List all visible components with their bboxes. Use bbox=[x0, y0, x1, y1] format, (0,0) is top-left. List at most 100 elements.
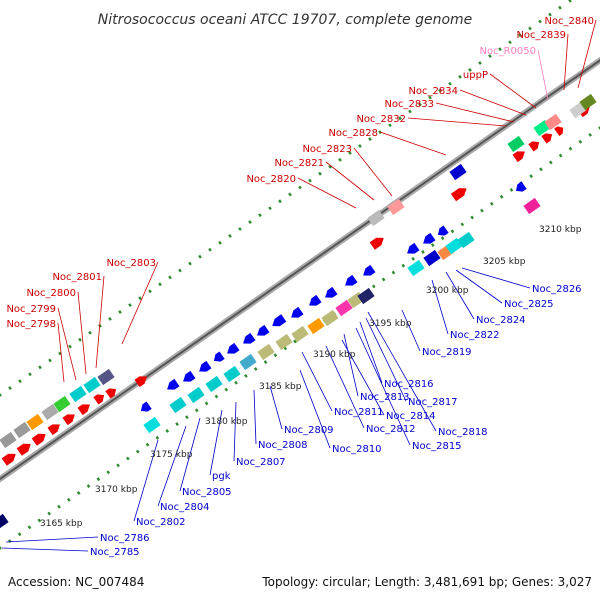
forward-gene-box bbox=[507, 135, 525, 153]
ruler-dot bbox=[548, 160, 553, 165]
ruler-dot bbox=[468, 67, 472, 72]
ruler-dot bbox=[7, 539, 12, 544]
ruler-dot bbox=[168, 275, 172, 280]
label-leader-line bbox=[325, 345, 365, 429]
label-leader-line bbox=[299, 369, 331, 449]
gene-label: Noc_2818 bbox=[438, 427, 488, 438]
ruler-dot bbox=[106, 470, 111, 475]
forward-gene-box bbox=[0, 431, 17, 449]
ruler-dot bbox=[67, 497, 71, 502]
ruler-dot bbox=[401, 263, 406, 268]
reverse-gene-arrow bbox=[437, 225, 449, 236]
label-leader-line bbox=[461, 267, 531, 289]
gene-label: Noc_2832 bbox=[356, 114, 406, 125]
gene-label: Noc_2822 bbox=[450, 330, 500, 341]
gene-label: Noc_2821 bbox=[274, 158, 324, 169]
forward-gene-box bbox=[387, 198, 405, 216]
ruler-dot bbox=[96, 477, 101, 482]
tick-label: 3200 kbp bbox=[426, 286, 469, 296]
ruler-dot bbox=[388, 123, 392, 128]
gene-label: Noc_2810 bbox=[332, 444, 382, 455]
gene-label: pgk bbox=[212, 471, 231, 482]
reverse-gene-arrow bbox=[272, 314, 287, 327]
reverse-gene-arrow bbox=[243, 332, 256, 344]
label-leader-line bbox=[297, 177, 357, 209]
reverse-gene-arrow bbox=[227, 342, 240, 354]
forward-gene-arrow bbox=[1, 453, 16, 466]
gene-label: Noc_2807 bbox=[236, 457, 286, 468]
reverse-gene-arrow bbox=[407, 242, 420, 254]
reverse-gene-arrow bbox=[257, 324, 270, 336]
forward-gene-arrow bbox=[369, 237, 384, 250]
ruler-dot bbox=[204, 401, 209, 406]
summary-text: Topology: circular; Length: 3,481,691 bp… bbox=[261, 575, 592, 589]
reverse-gene-box bbox=[0, 513, 9, 531]
label-leader-line bbox=[1, 547, 89, 552]
gene-label: Noc_2809 bbox=[284, 425, 334, 436]
reverse-gene-box bbox=[357, 287, 375, 305]
features bbox=[0, 93, 597, 531]
gene-label: Noc_2828 bbox=[328, 128, 378, 139]
reverse-gene-box bbox=[407, 259, 425, 277]
reverse-gene-arrow bbox=[213, 351, 225, 362]
forward-gene-arrow bbox=[450, 188, 467, 202]
gene-label: Noc_2820 bbox=[246, 174, 296, 185]
gene-label: Noc_2800 bbox=[26, 288, 76, 299]
forward-gene-box bbox=[26, 413, 44, 431]
reverse-gene-arrow bbox=[140, 401, 152, 412]
ruler-dot bbox=[368, 137, 372, 142]
gene-label: Noc_2786 bbox=[100, 533, 150, 544]
ruler-dot bbox=[8, 386, 12, 391]
ruler-dot bbox=[27, 525, 32, 530]
ruler-dot bbox=[273, 353, 278, 358]
ruler-dot bbox=[328, 164, 332, 169]
reverse-gene-arrow bbox=[423, 232, 436, 244]
tick-labels: 3165 kbp 3170 kbp 3175 kbp 3180 kbp 3185 kbp… bbox=[40, 225, 582, 529]
ruler-dot bbox=[148, 289, 152, 294]
ruler-dot bbox=[198, 254, 202, 259]
gene-label: Noc_2817 bbox=[408, 397, 458, 408]
ruler-dot bbox=[458, 74, 462, 79]
ruler-dot bbox=[568, 0, 572, 3]
reverse-gene-box bbox=[275, 333, 293, 351]
ruler-dot bbox=[116, 463, 120, 468]
gene-label: Noc_2814 bbox=[386, 411, 436, 422]
reverse-gene-box bbox=[335, 299, 353, 317]
ruler-dot bbox=[499, 194, 504, 199]
label-leader-line bbox=[269, 385, 283, 430]
ruler-dot bbox=[498, 47, 502, 52]
reverse-gene-arrow bbox=[363, 264, 376, 276]
forward-gene-box bbox=[83, 376, 101, 394]
label-leader-line bbox=[431, 279, 449, 335]
ruler-dot bbox=[57, 504, 61, 509]
ruler-dot bbox=[224, 387, 229, 392]
reverse-gene-arrow bbox=[199, 360, 212, 372]
ruler-dot bbox=[398, 116, 402, 121]
ruler-dot bbox=[438, 88, 442, 93]
label-leader-line bbox=[5, 536, 99, 543]
ruler-dot bbox=[76, 491, 81, 495]
label-lines bbox=[1, 19, 597, 552]
ruler-dot bbox=[518, 33, 522, 38]
ruler-dot bbox=[548, 12, 552, 17]
forward-gene-arrow bbox=[554, 126, 564, 136]
ruler-dot bbox=[38, 365, 42, 370]
tick-label: 3190 kbp bbox=[313, 350, 356, 360]
forward-gene-arrow bbox=[62, 414, 75, 426]
label-leader-line bbox=[563, 33, 569, 91]
label-leader-line bbox=[253, 389, 257, 445]
ruler-dot bbox=[529, 174, 533, 179]
forward-gene-arrow bbox=[105, 388, 117, 399]
reverse-gene-box bbox=[291, 325, 309, 343]
ruler-dot bbox=[428, 95, 432, 100]
label-leader-line bbox=[365, 317, 407, 402]
forward-gene-box bbox=[13, 421, 31, 439]
gene-label: Noc_2824 bbox=[476, 315, 526, 326]
ruler-dot bbox=[480, 208, 484, 213]
reverse-gene-box bbox=[523, 197, 541, 215]
backbone-inner bbox=[0, 59, 600, 481]
ruler-dot bbox=[470, 215, 474, 220]
tick-label: 3185 kbp bbox=[259, 382, 302, 392]
ruler-dot bbox=[248, 220, 252, 225]
map-title: Nitrosococcus oceani ATCC 19707, complet… bbox=[98, 12, 473, 28]
